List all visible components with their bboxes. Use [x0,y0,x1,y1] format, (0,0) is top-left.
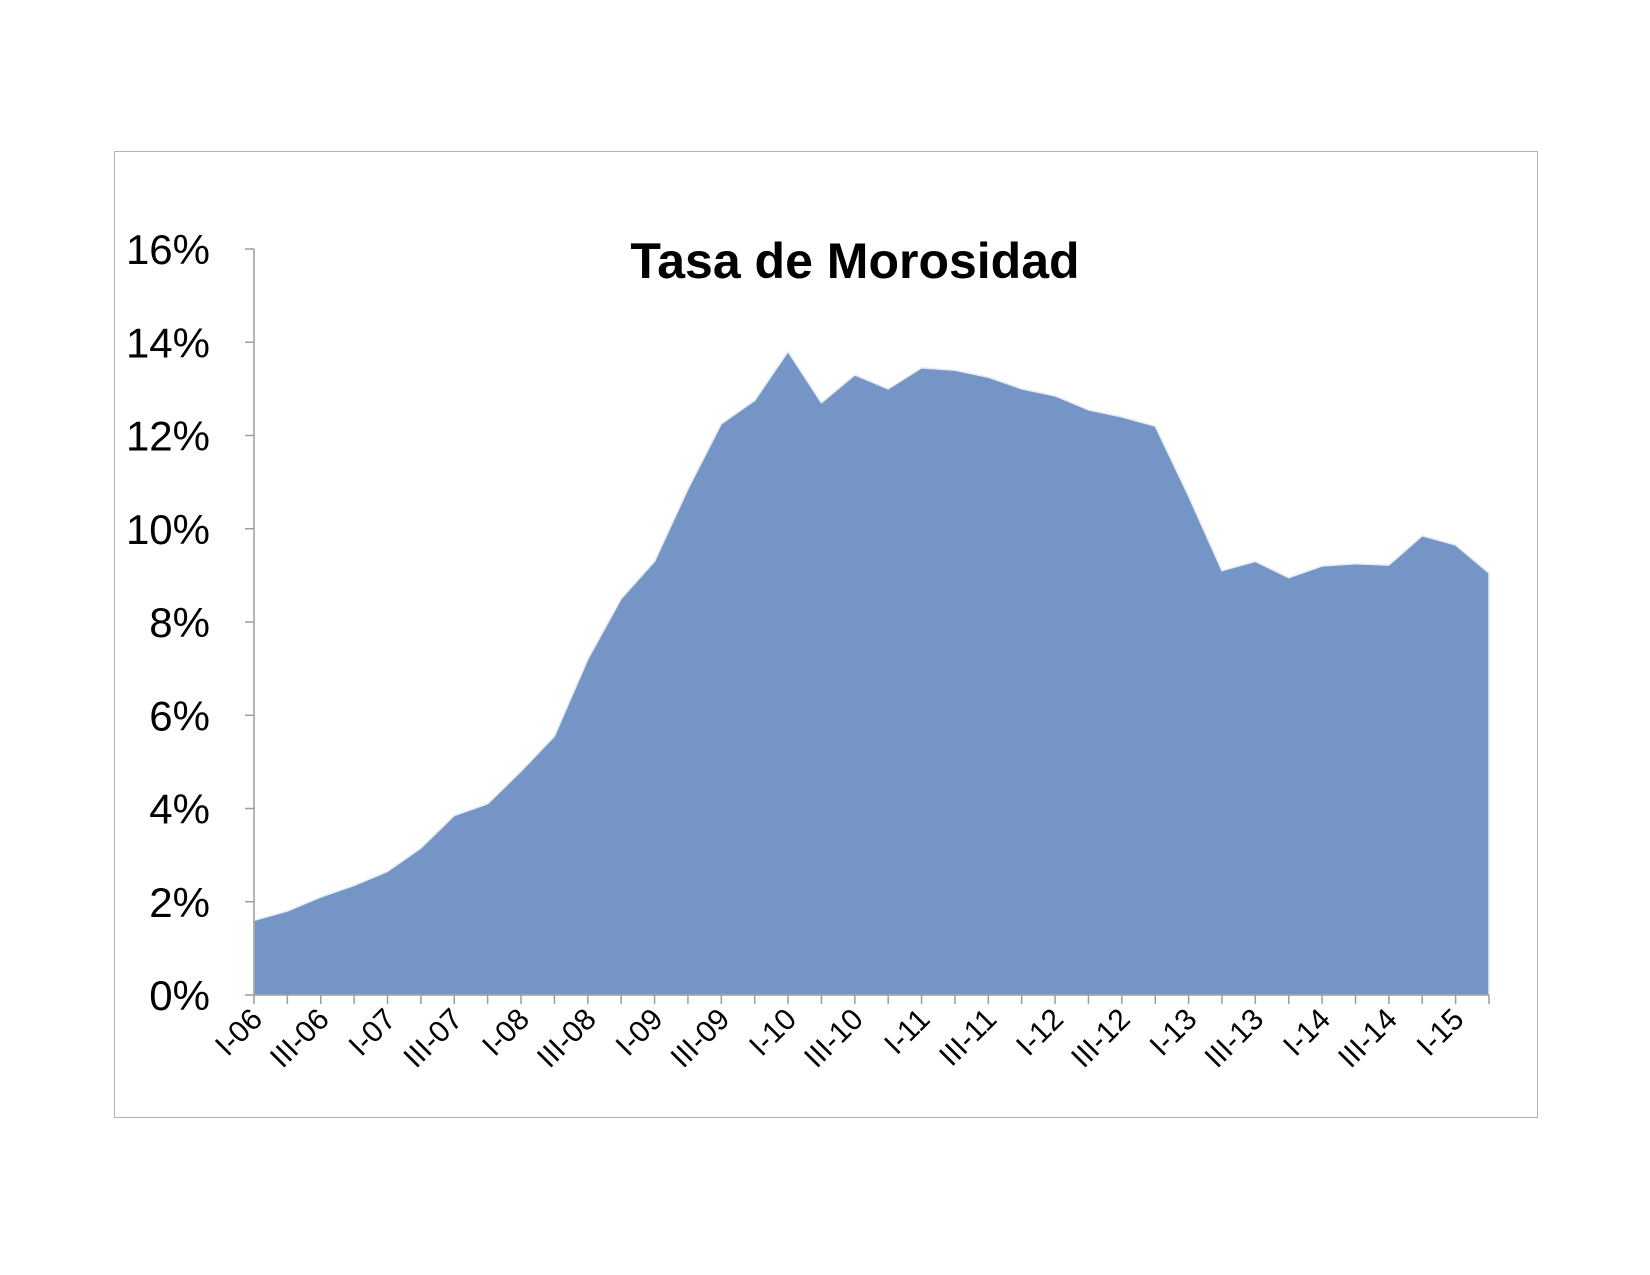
x-tick-label: III-14 [1332,1003,1404,1075]
x-tick-label: I-07 [343,1003,403,1063]
y-tick-label: 4% [149,786,210,833]
x-tick-label: I-08 [476,1003,536,1063]
chart-title: Tasa de Morosidad [630,233,1079,289]
x-tick-label: III-10 [798,1003,870,1075]
y-tick-label: 16% [126,226,210,273]
x-tick-label: I-14 [1277,1003,1337,1063]
x-tick-label: I-10 [743,1003,803,1063]
y-tick-label: 10% [126,506,210,553]
x-tick-label: III-06 [264,1003,336,1075]
area-series-0 [253,350,1490,996]
y-tick-label: 6% [149,692,210,739]
x-tick-label: I-12 [1010,1003,1070,1063]
chart-frame: 0% 2% 4% 6% 8% 10% 12% 14% 16% I-06 III-06 I-07 III-… [114,151,1538,1118]
x-tick-label: III-07 [398,1003,470,1075]
x-tick-label: I-06 [209,1003,269,1063]
y-tick-label: 12% [126,413,210,460]
x-tick-label: III-13 [1199,1003,1271,1075]
x-tick-label: I-11 [878,1003,936,1061]
y-tick-label: 14% [126,319,210,366]
x-tick-label: III-08 [531,1003,603,1075]
x-tick-label: III-09 [665,1003,737,1075]
x-tick-label: I-13 [1144,1003,1204,1063]
x-tick-label: I-15 [1411,1003,1471,1063]
plot-area [253,350,1490,996]
x-tick-label: III-11 [933,1003,1003,1073]
y-tick-label: 2% [149,879,210,926]
x-tick-label: I-09 [610,1003,670,1063]
y-tick-label: 8% [149,599,210,646]
y-tick-label: 0% [149,972,210,1019]
x-tick-label: III-12 [1065,1003,1137,1075]
